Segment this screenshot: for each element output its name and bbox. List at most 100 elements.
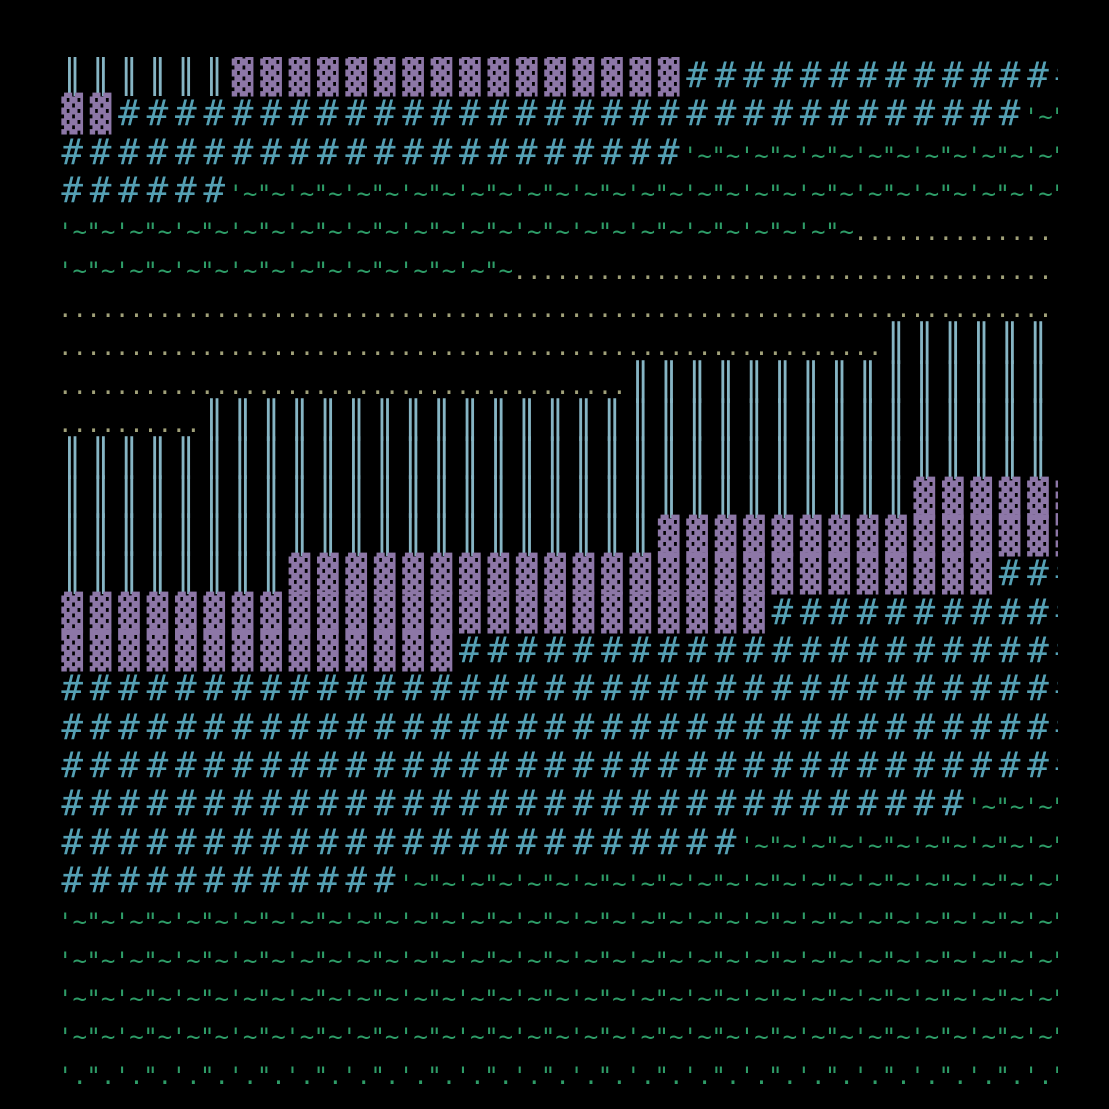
- double-bar-glyph: ║: [601, 438, 623, 480]
- hash-glyph: #: [998, 57, 1021, 96]
- tick-tilde-glyph: '~: [58, 908, 87, 937]
- shade-block-glyph: ▓: [288, 630, 311, 672]
- tick-tilde-glyph: "~: [711, 946, 741, 975]
- hash-glyph: #: [657, 706, 680, 748]
- shade-block-glyph: ▓: [146, 592, 169, 634]
- dot-pair-glyph: ..: [853, 218, 883, 247]
- hash-glyph: #: [317, 668, 339, 710]
- tick-tilde-glyph: "~: [1052, 95, 1058, 133]
- ascii-row: ║║║║║║▓▓▓▓▓▓▓▓▓▓▓▓▓▓▓▓##############: [58, 57, 1058, 97]
- double-bar-glyph: ║: [174, 57, 197, 96]
- dot-pair-glyph: ..: [228, 333, 258, 362]
- dot-pair-glyph: ..: [796, 256, 826, 285]
- dot-pair-glyph: ..: [228, 371, 258, 400]
- double-bar-glyph: ║: [714, 399, 737, 441]
- double-bar-glyph: ║: [629, 361, 652, 403]
- ascii-row: ..........║ ║ ║ ║ ║ ║ ║ ║ ║ ║ ║ ║ ║ ║ ║ ║ ║ ║ ║ ║ ║ ║ ║ ║ ║ ║ ║ ║ ║ ║…: [58, 399, 1058, 441]
- tick-tilde-glyph: "~: [654, 179, 684, 208]
- tick-tilde-glyph: "~: [824, 984, 854, 1013]
- hash-glyph: #: [743, 668, 765, 710]
- ascii-row: ####################################: [58, 706, 1058, 748]
- tick-tilde-glyph: "~: [938, 179, 968, 208]
- tick-tilde-glyph: "~: [256, 984, 286, 1013]
- hash-glyph: #: [260, 783, 282, 825]
- hash-glyph: #: [998, 744, 1021, 786]
- tick-tilde-glyph: '~: [1023, 908, 1053, 937]
- shade-block-glyph: ▓: [885, 515, 907, 557]
- hash-glyph: #: [771, 668, 794, 710]
- double-bar-glyph: ║: [146, 514, 169, 556]
- tick-tilde-glyph: "~: [484, 1023, 513, 1052]
- hash-glyph: #: [487, 629, 510, 671]
- dot-pair-glyph: ..: [370, 371, 400, 400]
- tick-tilde-glyph: "~: [484, 908, 513, 937]
- shade-block-glyph: ▓: [941, 554, 964, 596]
- double-bar-glyph: ║: [657, 399, 680, 441]
- tick-dot-glyph: '.: [398, 1061, 428, 1090]
- double-bar-glyph: ║: [1052, 401, 1058, 440]
- hash-glyph: #: [601, 93, 623, 135]
- double-bar-glyph: ║: [345, 476, 368, 518]
- dot-pair-glyph: ..: [143, 333, 173, 362]
- hash-glyph: #: [657, 629, 680, 671]
- hash-glyph: #: [885, 591, 907, 633]
- tick-dot-glyph: ".: [540, 1061, 570, 1090]
- hash-glyph: #: [572, 668, 595, 710]
- dot-pair-glyph: ..: [228, 294, 258, 323]
- hash-glyph: #: [743, 629, 765, 671]
- hash-glyph: #: [89, 706, 112, 748]
- double-bar-glyph: ║: [544, 438, 566, 480]
- double-bar-glyph: ║: [885, 476, 907, 518]
- tick-dot-glyph: ".: [86, 1061, 116, 1090]
- dot-pair-glyph: ..: [171, 294, 201, 323]
- dot-pair-glyph: ..: [540, 256, 570, 285]
- dot-pair-glyph: ..: [256, 333, 286, 362]
- blank-glyph: [1052, 287, 1058, 325]
- hash-glyph: #: [601, 821, 623, 863]
- dot-pair-glyph: ..: [285, 371, 315, 400]
- double-bar-glyph: ║: [601, 514, 623, 556]
- hash-glyph: #: [203, 706, 226, 748]
- tick-tilde-glyph: "~: [427, 984, 457, 1013]
- dot-pair-glyph: ..: [540, 333, 570, 362]
- tick-tilde-glyph: "~: [427, 218, 457, 247]
- hash-glyph: #: [89, 169, 112, 211]
- tick-tilde-glyph: '~: [58, 946, 87, 975]
- tick-tilde-glyph: '~: [228, 946, 258, 975]
- tick-tilde-glyph: '~: [967, 179, 996, 208]
- tick-tilde-glyph: "~: [540, 1023, 570, 1052]
- double-bar-glyph: ║: [146, 57, 169, 96]
- dot-pair-glyph: ..: [654, 256, 684, 285]
- shade-block-glyph: ▓: [288, 554, 311, 596]
- tick-tilde-glyph: "~: [1052, 900, 1058, 938]
- double-bar-glyph: ║: [686, 361, 708, 403]
- tick-tilde-glyph: "~: [1052, 134, 1058, 172]
- tick-tilde-glyph: '~: [228, 1023, 258, 1052]
- hash-glyph: #: [544, 668, 566, 710]
- tick-tilde-glyph: '~: [58, 218, 87, 247]
- tick-tilde-glyph: '~: [739, 218, 769, 247]
- tick-tilde-glyph: '~: [910, 908, 940, 937]
- hash-glyph: #: [288, 821, 311, 863]
- hash-glyph: #: [317, 131, 339, 173]
- hash-glyph: #: [203, 783, 226, 825]
- hash-glyph: #: [941, 668, 964, 710]
- blank-glyph: [1052, 210, 1058, 248]
- shade-block-glyph: ▓: [402, 592, 424, 634]
- hash-glyph: #: [714, 57, 737, 96]
- tick-tilde-glyph: "~: [597, 984, 627, 1013]
- hash-glyph: #: [885, 706, 907, 748]
- hash-glyph: #: [913, 783, 936, 825]
- dot-pair-glyph: ..: [114, 294, 144, 323]
- hash-glyph: #: [61, 668, 84, 710]
- hash-glyph: #: [686, 821, 708, 863]
- ascii-row: '~"~'~"~'~"~'~"~'~"~'~"~'~"~'~"~'~"~'~"~…: [58, 939, 1058, 977]
- shade-block-glyph: ▓: [743, 554, 765, 596]
- hash-glyph: #: [402, 783, 424, 825]
- tick-tilde-glyph: '~: [682, 984, 712, 1013]
- hash-glyph: #: [799, 629, 822, 671]
- hash-glyph: #: [288, 859, 311, 901]
- double-bar-glyph: ║: [118, 476, 140, 518]
- hash-glyph: #: [799, 93, 822, 135]
- hash-glyph: #: [345, 821, 368, 863]
